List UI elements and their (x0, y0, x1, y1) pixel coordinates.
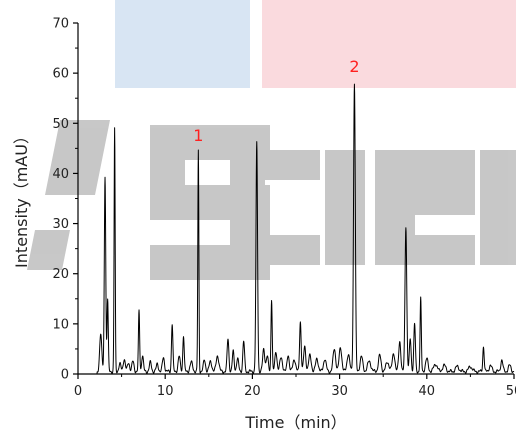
y-axis-title: Intensity（mAU） (12, 128, 31, 268)
x-tick-label: 50 (506, 384, 516, 399)
y-ticks: 0 10 20 30 40 50 60 70 (52, 17, 78, 383)
watermark-blue-band (115, 0, 250, 88)
y-tick-label: 50 (52, 117, 69, 132)
y-tick-label: 40 (52, 167, 69, 182)
axes: 0 10 20 30 40 50 0 10 20 30 40 50 60 70 (52, 17, 516, 400)
watermark-pink-band (262, 0, 516, 88)
y-tick-label: 20 (52, 267, 69, 282)
chromatogram-trace (77, 83, 515, 375)
peak-label-2: 2 (349, 57, 359, 76)
x-axis-title: Time（min） (244, 413, 346, 432)
peak-annotations: 12 (193, 57, 359, 145)
y-tick-label: 30 (52, 217, 69, 232)
x-tick-label: 0 (74, 384, 82, 399)
x-tick-label: 20 (244, 384, 261, 399)
y-tick-label: 60 (52, 67, 69, 82)
y-tick-label: 0 (61, 368, 69, 383)
y-tick-label: 10 (52, 317, 69, 332)
x-tick-label: 30 (331, 384, 348, 399)
x-tick-label: 10 (157, 384, 174, 399)
peak-label-1: 1 (193, 126, 203, 145)
watermark-letters (27, 120, 516, 280)
x-tick-label: 40 (419, 384, 436, 399)
x-ticks: 0 10 20 30 40 50 (74, 374, 516, 399)
y-tick-label: 70 (52, 17, 69, 32)
watermark (27, 0, 516, 280)
plot-area (77, 83, 515, 375)
